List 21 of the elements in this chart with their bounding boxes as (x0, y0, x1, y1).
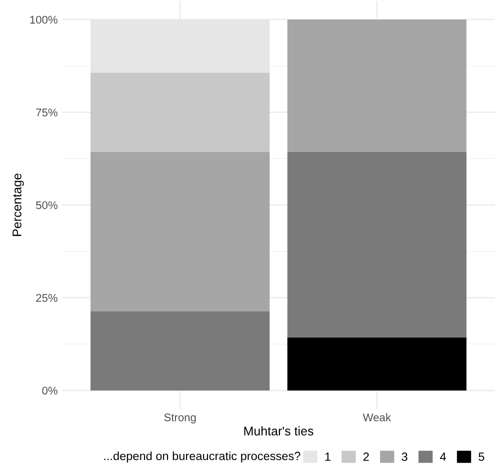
bar (90, 72, 270, 152)
legend-label: 1 (325, 452, 330, 461)
x-tick-label: Strong (164, 413, 196, 424)
bar (287, 152, 466, 338)
legend-label: 3 (402, 452, 408, 461)
y-tick-label: 0% (42, 386, 58, 395)
bar (90, 311, 270, 390)
y-tick-label: 100% (30, 16, 58, 24)
x-tick-label: Weak (362, 413, 392, 422)
legend-label: 4 (440, 452, 446, 461)
y-tick-label: 25% (36, 294, 58, 302)
x-axis-title: Muhtar's ties (244, 426, 314, 436)
y-axis-title: Percentage (12, 174, 24, 236)
bar (287, 20, 466, 152)
y-tick-label: 50% (36, 201, 58, 210)
legend-title: ...depend on bureaucratic processes? (104, 451, 300, 463)
legend-label: 5 (478, 452, 484, 461)
bar (287, 337, 466, 390)
bar (90, 152, 270, 312)
legend-label: 2 (363, 452, 369, 461)
y-tick-label: 75% (36, 108, 58, 116)
